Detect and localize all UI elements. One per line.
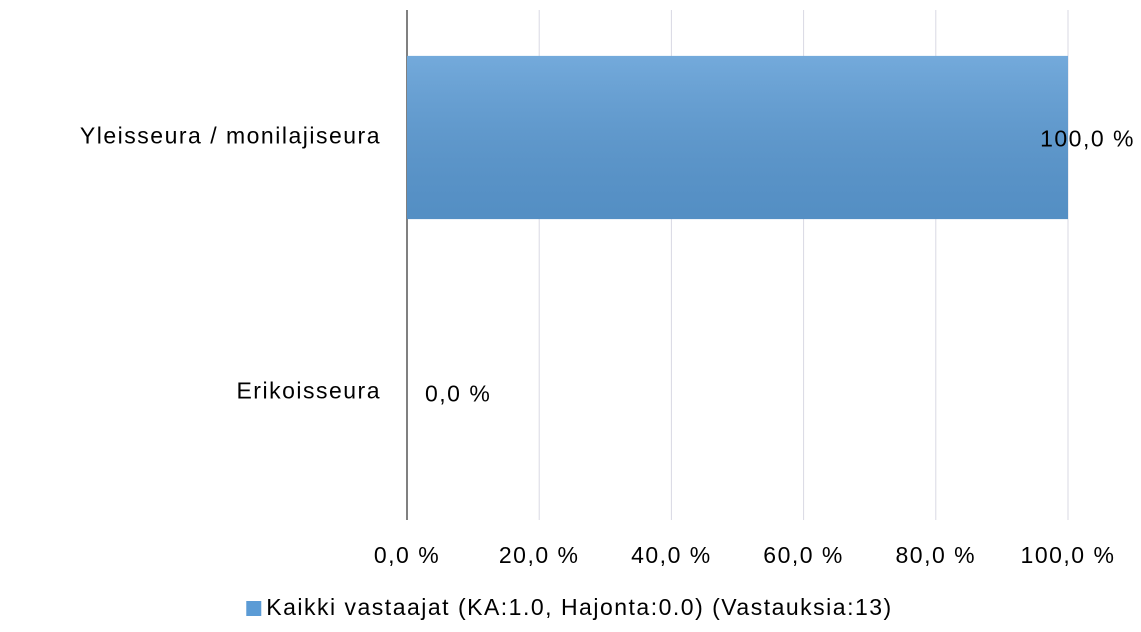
x-tick-label: 100,0 % <box>1021 542 1116 568</box>
x-tick-label: 20,0 % <box>499 542 580 568</box>
legend-label: Kaikki vastaajat (KA:1.0, Hajonta:0.0) (… <box>266 594 892 620</box>
x-tick-label: 80,0 % <box>895 542 976 568</box>
legend-swatch <box>246 601 262 616</box>
y-tick-label: Erikoisseura <box>236 378 381 404</box>
x-tick-label: 0,0 % <box>374 542 440 568</box>
y-tick-label: Yleisseura / monilajiseura <box>80 123 381 149</box>
value-label: 0,0 % <box>425 381 491 407</box>
x-tick-label: 40,0 % <box>631 542 712 568</box>
x-tick-label: 60,0 % <box>763 542 844 568</box>
bar-shine <box>407 55 1068 220</box>
value-label: 100,0 % <box>1040 126 1135 152</box>
